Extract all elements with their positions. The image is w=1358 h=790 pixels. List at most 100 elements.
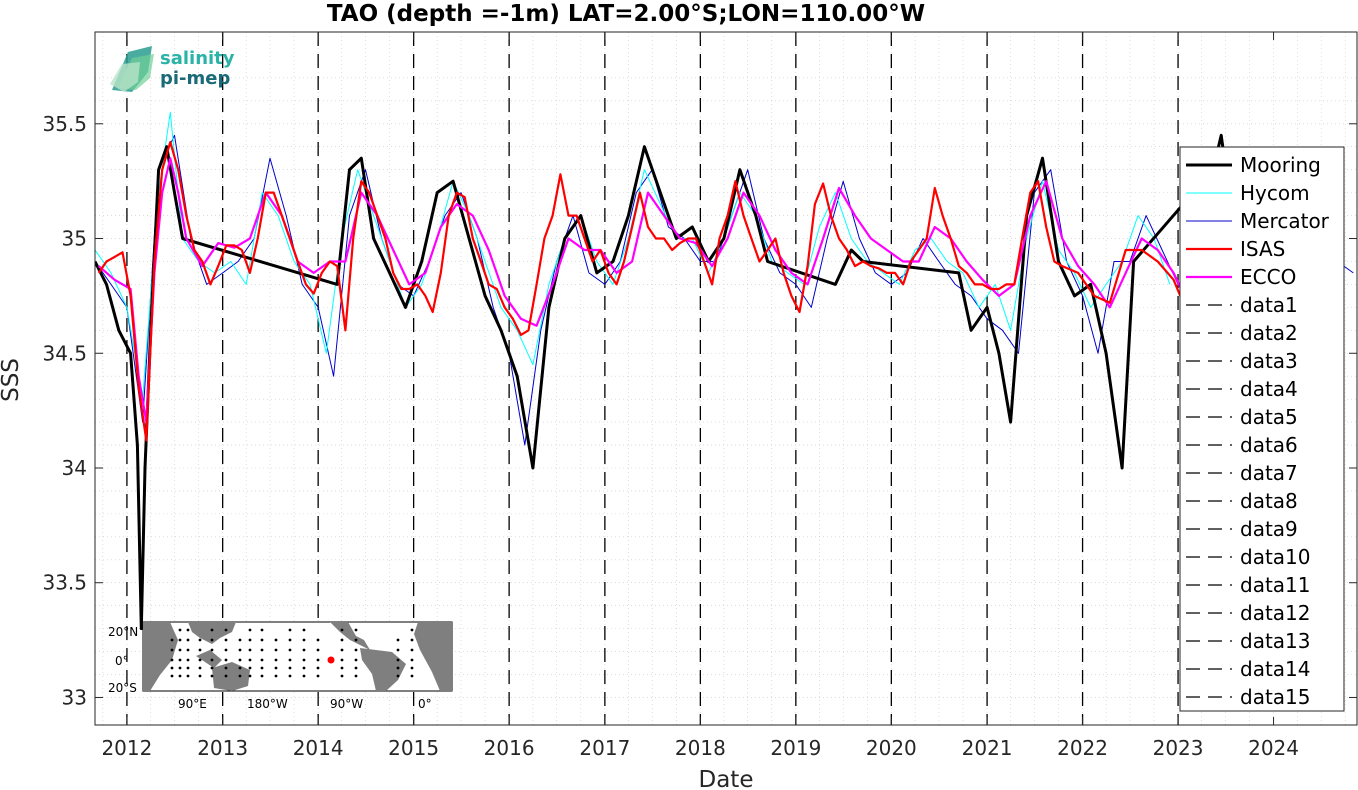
x-tick-label: 2021 <box>962 736 1013 760</box>
inset-map-buoy-dot <box>396 658 400 662</box>
inset-map-buoy-dot <box>210 674 214 678</box>
inset-map-buoy-dot <box>248 648 252 652</box>
legend: Mooring Hycom Mercator ISAS ECCO data1 data2 da… <box>1179 146 1345 712</box>
inset-map-buoy-dot <box>354 674 358 678</box>
inset-map-buoy-dot <box>198 658 202 662</box>
inset-map-lat-label: 0° <box>115 654 129 668</box>
inset-map-buoy-dot <box>260 648 264 652</box>
x-axis-label: Date <box>699 767 754 790</box>
inset-map-buoy-dot <box>274 648 278 652</box>
y-tick-label: 33.5 <box>42 571 87 595</box>
inset-map-buoys <box>170 628 414 678</box>
inset-map-buoy-dot <box>248 638 252 642</box>
inset-map-buoy-dot <box>248 658 252 662</box>
inset-map-buoy-dot <box>302 648 306 652</box>
legend-label-mercator: Mercator <box>1240 209 1330 233</box>
inset-map-buoy-dot <box>224 648 228 652</box>
inset-map-buoy-dot <box>302 666 306 670</box>
x-axis: 2012 2013 2014 2015 2016 2017 2018 2019 2020 2021… <box>101 32 1299 760</box>
legend-label-data1: data1 <box>1240 293 1298 317</box>
inset-map-buoy-dot <box>178 674 182 678</box>
x-tick-label: 2016 <box>484 736 535 760</box>
inset-map-buoy-dot <box>288 648 292 652</box>
inset-map-buoy-dot <box>260 674 264 678</box>
x-tick-label: 2017 <box>579 736 630 760</box>
inset-map-buoy-dot <box>288 638 292 642</box>
inset-map-buoy-dot <box>224 638 228 642</box>
legend-box <box>1179 146 1345 712</box>
inset-map-buoy-dot <box>238 666 242 670</box>
inset-map-buoy-dot <box>302 658 306 662</box>
inset-map-buoy-dot <box>224 658 228 662</box>
inset-map-buoy-dot <box>302 638 306 642</box>
inset-map-buoy-dot <box>248 674 252 678</box>
series-line-ecco <box>97 157 1191 424</box>
legend-label-data13: data13 <box>1240 629 1311 653</box>
legend-label-data4: data4 <box>1240 377 1298 401</box>
inset-map-lat-label: 20°S <box>108 681 137 695</box>
inset-map-buoy-dot <box>178 666 182 670</box>
x-tick-label: 2024 <box>1248 736 1299 760</box>
inset-map-buoy-dot <box>260 666 264 670</box>
legend-label-data2: data2 <box>1240 321 1298 345</box>
inset-map-buoy-dot <box>170 666 174 670</box>
legend-label-hycom: Hycom <box>1240 181 1310 205</box>
inset-map-labels: 20°N 0° 20°S 90°E 180°W 90°W 0° <box>108 625 432 711</box>
inset-map-buoy-dot <box>248 666 252 670</box>
legend-label-data3: data3 <box>1240 349 1298 373</box>
inset-map-buoy-dot <box>274 674 278 678</box>
x-tick-label: 2019 <box>770 736 821 760</box>
y-tick-label: 35 <box>62 227 87 251</box>
legend-label-mooring: Mooring <box>1240 153 1321 177</box>
inset-map-buoy-dot <box>302 628 306 632</box>
inset-map-buoy-dot <box>210 638 214 642</box>
inset-map-buoy-dot <box>396 674 400 678</box>
inset-map-buoy-dot <box>186 658 190 662</box>
x-tick-label: 2013 <box>197 736 248 760</box>
inset-map-buoy-dot <box>396 666 400 670</box>
inset-map-buoy-dot <box>198 648 202 652</box>
legend-label-isas: ISAS <box>1240 237 1285 261</box>
inset-map-buoy-dot <box>186 628 190 632</box>
inset-map-buoy-dot <box>340 648 344 652</box>
inset-map-buoy-dot <box>288 628 292 632</box>
inset-map-buoy-dot <box>354 658 358 662</box>
inset-map-buoy-dot <box>340 674 344 678</box>
inset-map-buoy-dot <box>210 666 214 670</box>
inset-map-buoy-dot <box>170 658 174 662</box>
inset-map-buoy-dot <box>410 628 414 632</box>
inset-map-buoy-dot <box>288 658 292 662</box>
inset-map-buoy-dot <box>238 674 242 678</box>
chart-title: TAO (depth =-1m) LAT=2.00°S;LON=110.00°W <box>327 1 925 27</box>
y-axis: 33 33.5 34 34.5 35 35.5 <box>42 112 1357 709</box>
x-tick-label: 2014 <box>293 736 344 760</box>
legend-label-data5: data5 <box>1240 405 1298 429</box>
inset-map-buoy-dot <box>410 648 414 652</box>
inset-map-buoy-dot <box>288 674 292 678</box>
inset-map-buoy-dot <box>302 674 306 678</box>
series-line-isas <box>97 141 1191 442</box>
x-tick-label: 2012 <box>101 736 152 760</box>
inset-map-buoy-dot <box>410 638 414 642</box>
inset-map-buoy-dot <box>396 648 400 652</box>
logo-wave-icon <box>110 46 154 92</box>
x-tick-label: 2015 <box>388 736 439 760</box>
inset-map-buoy-dot <box>224 674 228 678</box>
inset-map-frame <box>142 621 453 692</box>
plot-area <box>95 32 1357 725</box>
x-tick-label: 2018 <box>675 736 726 760</box>
legend-label-data12: data12 <box>1240 601 1311 625</box>
inset-map-buoy-dot <box>288 666 292 670</box>
inset-map-buoy-dot <box>178 658 182 662</box>
inset-map-buoy-dot <box>238 638 242 642</box>
inset-map-buoy-dot <box>170 638 174 642</box>
inset-map-buoy-dot <box>224 628 228 632</box>
inset-map-buoy-dot <box>316 648 320 652</box>
inset-map-buoy-dot <box>340 628 344 632</box>
inset-map-buoy-dot <box>186 638 190 642</box>
inset-map-buoy-dot <box>170 674 174 678</box>
inset-map-buoy-dot <box>186 648 190 652</box>
inset-map-buoy-dot <box>354 638 358 642</box>
year-lines <box>126 32 1179 725</box>
inset-map-buoy-dot <box>198 674 202 678</box>
